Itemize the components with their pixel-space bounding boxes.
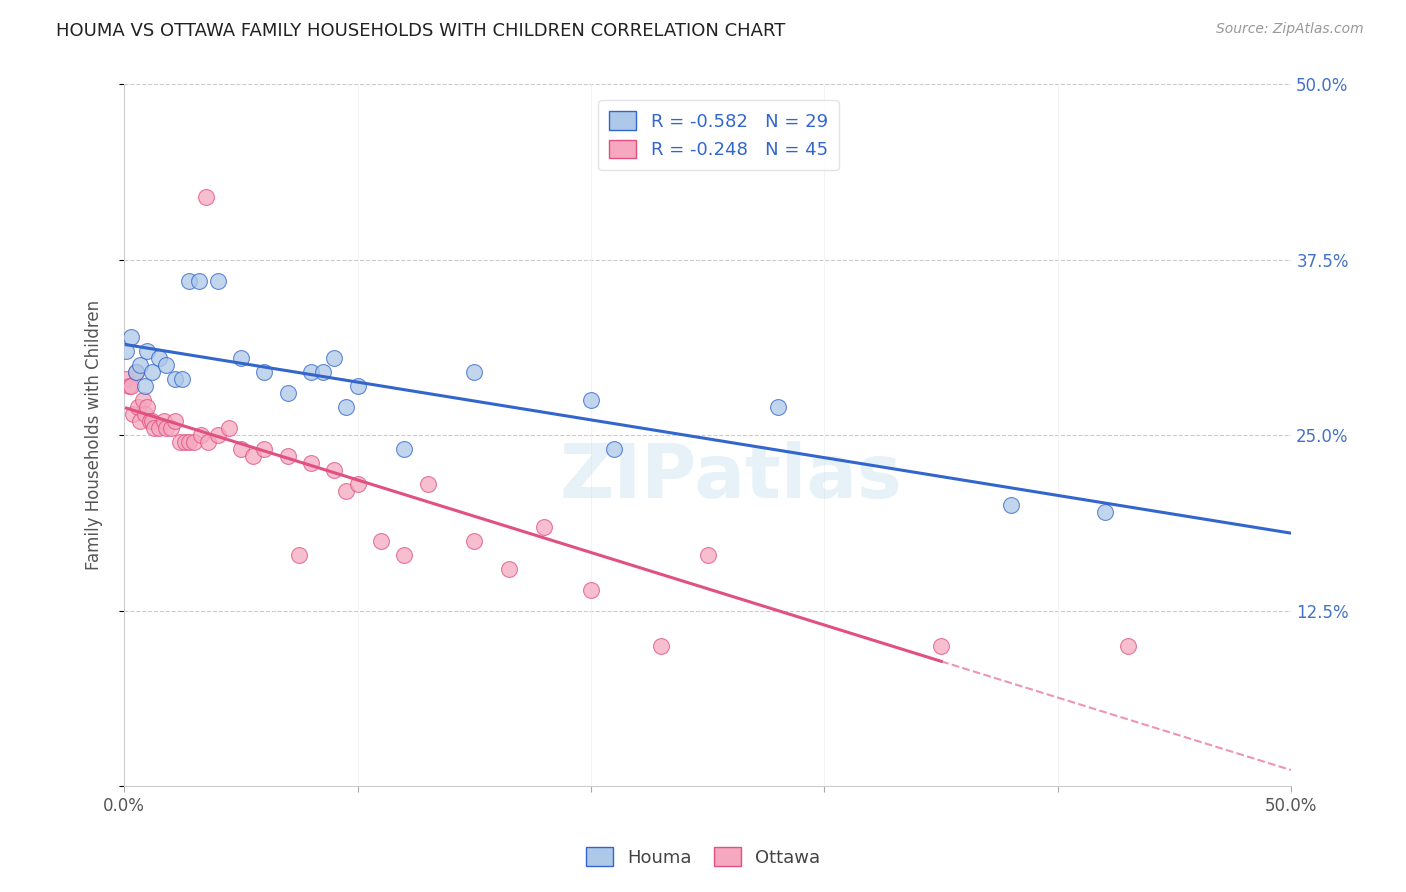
Point	[346, 379, 368, 393]
Point	[129, 414, 152, 428]
Point	[136, 344, 159, 359]
Point	[115, 372, 138, 386]
Point	[194, 190, 217, 204]
Point	[579, 582, 602, 597]
Point	[299, 365, 322, 379]
Point	[463, 533, 485, 548]
Point	[129, 358, 152, 372]
Point	[229, 351, 252, 365]
Point	[533, 519, 555, 533]
Point	[253, 442, 276, 457]
Point	[173, 435, 195, 450]
Point	[218, 421, 240, 435]
Point	[115, 344, 138, 359]
Point	[288, 548, 311, 562]
Point	[136, 401, 159, 415]
Point	[143, 421, 166, 435]
Point	[463, 365, 485, 379]
Point	[416, 477, 439, 491]
Point	[153, 414, 176, 428]
Point	[323, 351, 346, 365]
Point	[165, 372, 187, 386]
Point	[929, 639, 952, 653]
Point	[207, 274, 229, 288]
Legend: Houma, Ottawa: Houma, Ottawa	[579, 840, 827, 874]
Point	[277, 450, 299, 464]
Point	[335, 484, 357, 499]
Point	[277, 386, 299, 401]
Text: ZIPatlas: ZIPatlas	[560, 441, 903, 514]
Point	[346, 477, 368, 491]
Point	[125, 365, 148, 379]
Text: HOUMA VS OTTAWA FAMILY HOUSEHOLDS WITH CHILDREN CORRELATION CHART: HOUMA VS OTTAWA FAMILY HOUSEHOLDS WITH C…	[56, 22, 786, 40]
Point	[1000, 499, 1022, 513]
Point	[122, 407, 145, 421]
Point	[127, 401, 149, 415]
Point	[498, 561, 520, 575]
Point	[696, 548, 718, 562]
Point	[165, 414, 187, 428]
Point	[179, 274, 201, 288]
Point	[335, 401, 357, 415]
Point	[242, 450, 264, 464]
Point	[132, 393, 155, 408]
Point	[323, 463, 346, 477]
Point	[148, 351, 170, 365]
Point	[179, 435, 201, 450]
Point	[141, 414, 163, 428]
Point	[1116, 639, 1139, 653]
Point	[183, 435, 205, 450]
Point	[207, 428, 229, 442]
Point	[125, 365, 148, 379]
Point	[766, 401, 789, 415]
Point	[172, 372, 194, 386]
Point	[579, 393, 602, 408]
Point	[253, 365, 276, 379]
Point	[190, 428, 212, 442]
Point	[311, 365, 333, 379]
Point	[134, 407, 156, 421]
Point	[299, 456, 322, 470]
Y-axis label: Family Households with Children: Family Households with Children	[86, 301, 103, 570]
Point	[155, 421, 177, 435]
Point	[394, 442, 416, 457]
Point	[603, 442, 626, 457]
Point	[134, 379, 156, 393]
Point	[120, 379, 142, 393]
Point	[120, 330, 142, 344]
Point	[155, 358, 177, 372]
Point	[187, 274, 209, 288]
Point	[139, 414, 162, 428]
Point	[229, 442, 252, 457]
Point	[159, 421, 181, 435]
Text: Source: ZipAtlas.com: Source: ZipAtlas.com	[1216, 22, 1364, 37]
Point	[394, 548, 416, 562]
Point	[197, 435, 219, 450]
Point	[148, 421, 170, 435]
Legend: R = -0.582   N = 29, R = -0.248   N = 45: R = -0.582 N = 29, R = -0.248 N = 45	[599, 101, 839, 169]
Point	[370, 533, 392, 548]
Point	[141, 365, 163, 379]
Point	[169, 435, 191, 450]
Point	[118, 379, 141, 393]
Point	[650, 639, 672, 653]
Point	[1094, 506, 1116, 520]
